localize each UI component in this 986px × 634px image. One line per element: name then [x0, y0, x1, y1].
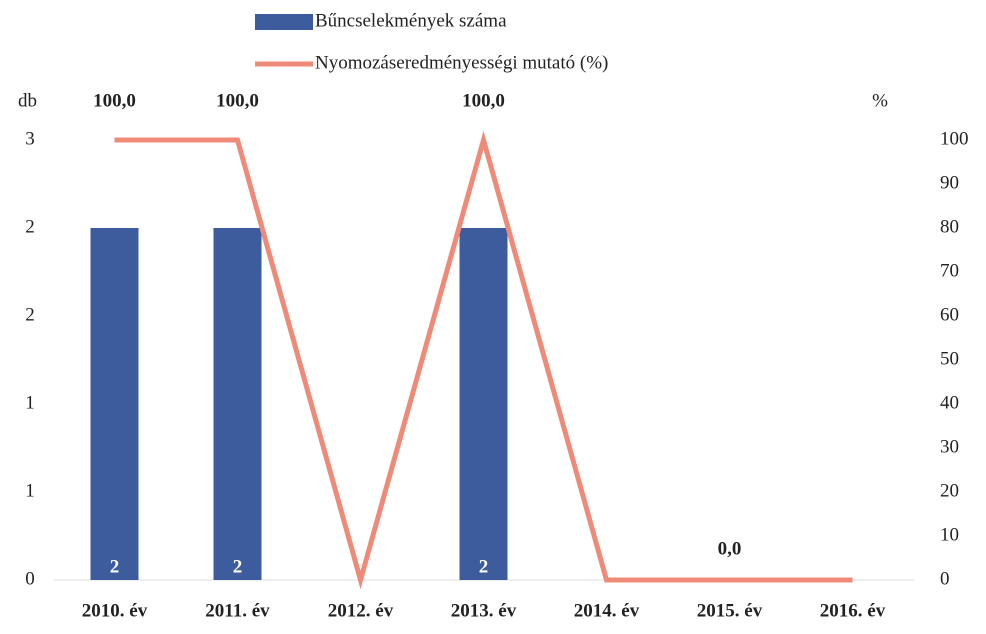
y2-tick-label: 40	[940, 392, 959, 413]
y2-tick-label: 0	[940, 568, 950, 589]
y-tick-label: 2	[25, 216, 35, 237]
y2-tick-label: 30	[940, 436, 959, 457]
line-value-label: 100,0	[462, 90, 505, 111]
bar-value-label: 2	[479, 556, 489, 577]
y-tick-label: 3	[25, 128, 35, 149]
y-tick-label: 1	[25, 392, 35, 413]
line-value-label: 100,0	[93, 90, 136, 111]
y2-tick-label: 100	[940, 128, 969, 149]
y2-tick-label: 90	[940, 172, 959, 193]
y2-tick-label: 50	[940, 348, 959, 369]
y2-tick-label: 60	[940, 304, 959, 325]
y2-tick-label: 20	[940, 480, 959, 501]
y2-tick-label: 80	[940, 216, 959, 237]
line-value-label: 100,0	[216, 90, 259, 111]
y2-tick-label: 10	[940, 524, 959, 545]
x-tick-label: 2016. év	[820, 600, 886, 621]
bar	[213, 228, 262, 580]
y-tick-label: 1	[25, 480, 35, 501]
x-tick-label: 2012. év	[328, 600, 394, 621]
x-tick-label: 2013. év	[451, 600, 517, 621]
y-axis-label: db	[18, 90, 37, 111]
y2-tick-label: 70	[940, 260, 959, 281]
line-value-label: 0,0	[718, 538, 742, 559]
y-tick-label: 0	[25, 568, 35, 589]
legend-label: Bűncselekmények száma	[315, 10, 507, 31]
line	[114, 130, 853, 590]
legend-swatch	[255, 14, 313, 30]
bar	[459, 228, 508, 580]
y-tick-label: 2	[25, 304, 35, 325]
x-tick-label: 2014. év	[574, 600, 640, 621]
x-tick-label: 2010. év	[82, 600, 148, 621]
bar-value-label: 2	[110, 556, 120, 577]
bar	[90, 228, 139, 580]
legend-label: Nyomozáseredményességi mutató (%)	[315, 52, 608, 73]
x-tick-label: 2015. év	[697, 600, 763, 621]
y2-axis-label: %	[872, 90, 888, 111]
x-tick-label: 2011. év	[205, 600, 270, 621]
bar-value-label: 2	[233, 556, 243, 577]
